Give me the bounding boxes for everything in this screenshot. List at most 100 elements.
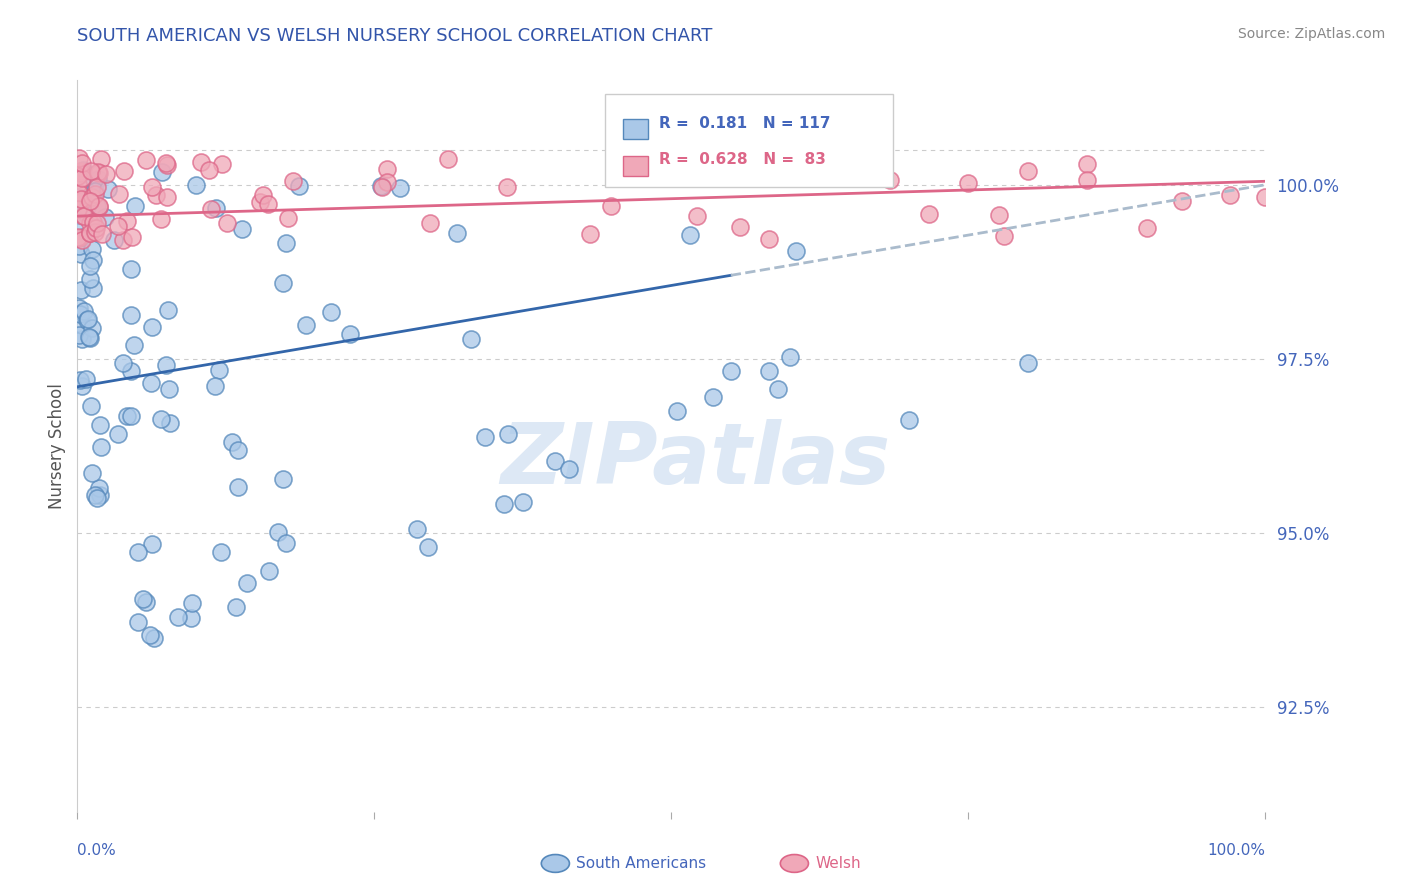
Point xyxy=(157,303,180,318)
Point xyxy=(79,331,101,345)
Point xyxy=(578,227,600,241)
Point xyxy=(69,246,91,260)
Point xyxy=(69,301,91,315)
Point xyxy=(70,378,93,392)
Point xyxy=(371,180,394,194)
Point xyxy=(460,332,482,346)
Point xyxy=(157,382,180,396)
Point xyxy=(446,226,468,240)
Point xyxy=(388,181,411,195)
Point xyxy=(80,242,103,256)
Point xyxy=(76,313,98,327)
Point xyxy=(87,171,110,186)
Point xyxy=(76,200,98,214)
Point xyxy=(377,175,399,189)
Point xyxy=(496,427,519,442)
Text: Source: ZipAtlas.com: Source: ZipAtlas.com xyxy=(1237,27,1385,41)
Point xyxy=(67,190,90,204)
Point xyxy=(82,185,104,199)
Point xyxy=(72,230,94,244)
Point xyxy=(86,216,108,230)
Point xyxy=(496,179,519,194)
Point xyxy=(86,165,108,179)
Point xyxy=(141,537,163,551)
Text: 0.0%: 0.0% xyxy=(77,843,117,858)
Point xyxy=(209,545,232,559)
Point xyxy=(339,327,361,342)
Point xyxy=(89,418,111,433)
Point xyxy=(69,373,91,387)
Point xyxy=(150,212,173,227)
Point xyxy=(180,611,202,625)
Text: South Americans: South Americans xyxy=(576,856,707,871)
Point xyxy=(666,404,689,418)
Point xyxy=(120,364,142,378)
Point xyxy=(87,165,110,179)
Point xyxy=(957,176,980,190)
Point xyxy=(728,220,751,235)
Point xyxy=(558,462,581,476)
Point xyxy=(758,232,780,246)
Point xyxy=(67,208,90,222)
Point xyxy=(267,524,290,539)
Point xyxy=(283,174,305,188)
Point xyxy=(494,497,516,511)
Point xyxy=(141,180,163,194)
Point xyxy=(89,481,111,495)
Point xyxy=(79,259,101,273)
Point xyxy=(72,209,94,223)
Point xyxy=(1254,190,1277,204)
Point xyxy=(112,356,135,370)
Point xyxy=(225,599,247,614)
Point xyxy=(121,230,143,244)
Point xyxy=(69,307,91,321)
Point xyxy=(155,158,177,172)
Point xyxy=(82,189,104,203)
Point xyxy=(84,184,107,198)
Point xyxy=(249,194,271,209)
Point xyxy=(112,163,135,178)
Point xyxy=(84,221,107,235)
Text: R =  0.181   N = 117: R = 0.181 N = 117 xyxy=(659,116,831,131)
Point xyxy=(1017,164,1039,178)
Point xyxy=(271,276,294,290)
Point xyxy=(67,209,90,223)
Point xyxy=(79,226,101,240)
Point xyxy=(155,156,177,170)
Point xyxy=(70,318,93,333)
Point xyxy=(72,156,94,170)
Point xyxy=(159,416,181,430)
Point xyxy=(405,522,427,536)
Point xyxy=(274,536,297,550)
Point xyxy=(89,488,111,502)
Point xyxy=(82,253,104,268)
Point xyxy=(1136,220,1159,235)
Point xyxy=(1076,157,1098,171)
Point xyxy=(295,318,318,333)
Point xyxy=(83,187,105,202)
Point xyxy=(135,153,157,167)
Point xyxy=(257,564,280,578)
Point xyxy=(236,576,259,591)
Point xyxy=(288,179,311,194)
Point xyxy=(120,409,142,424)
Point xyxy=(72,193,94,207)
Point xyxy=(90,441,112,455)
Point xyxy=(156,189,179,203)
Point xyxy=(257,197,280,211)
Point xyxy=(758,364,780,378)
Point xyxy=(70,192,93,206)
Point xyxy=(145,188,167,202)
Point xyxy=(252,187,274,202)
Point xyxy=(86,491,108,506)
Point xyxy=(107,427,129,442)
Point xyxy=(436,152,458,166)
Point xyxy=(200,202,222,216)
Point xyxy=(204,378,226,392)
Point xyxy=(207,362,229,376)
Point xyxy=(277,211,299,226)
Point xyxy=(69,186,91,201)
Point xyxy=(124,199,146,213)
Point xyxy=(73,304,96,318)
Point xyxy=(86,199,108,213)
